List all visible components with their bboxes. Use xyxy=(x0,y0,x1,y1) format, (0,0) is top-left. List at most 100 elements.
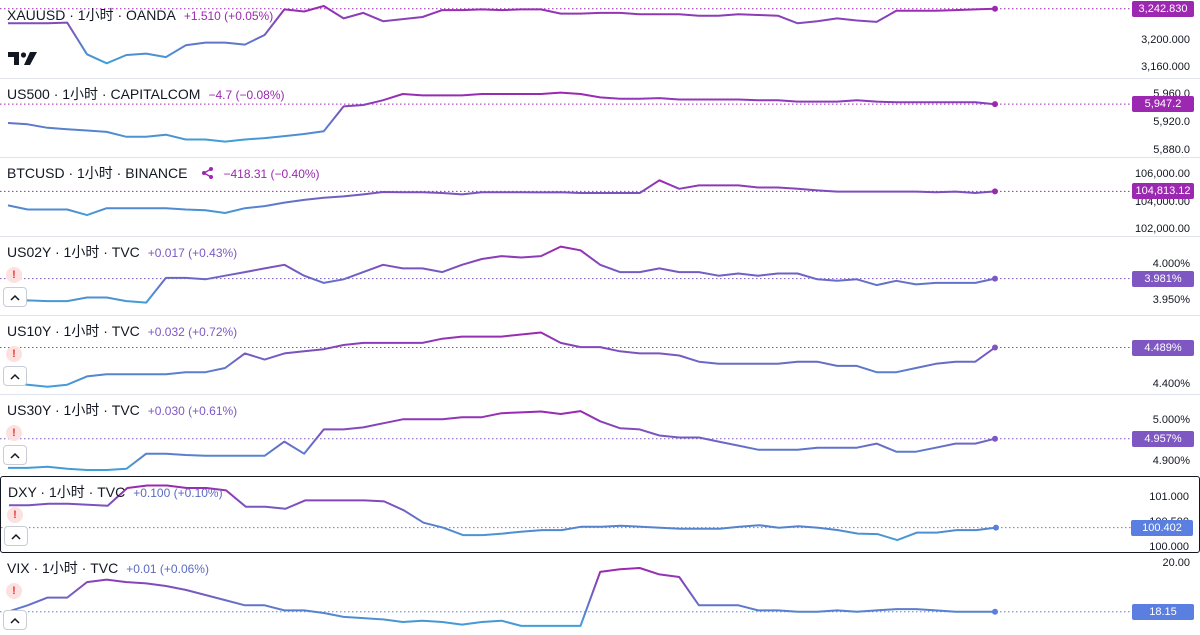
last-price-tag: 5,947.2 xyxy=(1132,96,1194,113)
symbol-title[interactable]: XAUUSD · 1小时 · OANDA xyxy=(7,7,176,23)
chevron-up-icon xyxy=(11,533,21,540)
symbol-title[interactable]: US500 · 1小时 · CAPITALCOM xyxy=(7,86,201,102)
chevron-up-icon xyxy=(10,294,20,301)
chart-canvas[interactable] xyxy=(1,477,1200,553)
chart-canvas[interactable] xyxy=(0,395,1200,476)
price-change: +0.01 (+0.06%) xyxy=(126,562,209,576)
y-tick-label: 5,920.0 xyxy=(1153,115,1190,128)
last-point xyxy=(992,101,998,108)
chart-pane-us02y[interactable]: 4.000% 3.950% 3.981% US02Y · 1小时 · TVC +0.01… xyxy=(0,237,1200,316)
alert-icon[interactable]: ! xyxy=(6,346,22,362)
chart-pane-us500[interactable]: 5,960.0 5,920.0 5,880.0 5,947.2 US500 · 1小时 … xyxy=(0,79,1200,158)
pane-divider[interactable] xyxy=(0,78,1200,79)
y-tick-label: 100.000 xyxy=(1149,540,1189,553)
collapse-pane-button[interactable] xyxy=(3,287,27,307)
last-price-tag: 3,242.830 xyxy=(1132,0,1194,17)
price-change: +0.017 (+0.43%) xyxy=(147,246,238,260)
y-tick-label: 3,160.000 xyxy=(1141,61,1190,74)
series-line xyxy=(7,567,995,627)
series-legend[interactable]: DXY · 1小时 · TVC +0.100 (+0.10%) xyxy=(8,482,223,502)
series-legend[interactable]: XAUUSD · 1小时 · OANDA +1.510 (+0.05%) xyxy=(7,5,273,25)
series-line xyxy=(7,179,996,217)
symbol-title[interactable]: US10Y · 1小时 · TVC xyxy=(7,323,140,339)
y-tick-label: 5,880.0 xyxy=(1153,143,1190,156)
last-price-tag: 4.957% xyxy=(1132,430,1194,447)
symbol-title[interactable]: US02Y · 1小时 · TVC xyxy=(7,244,140,260)
collapse-pane-button[interactable] xyxy=(4,526,28,546)
series-legend[interactable]: US500 · 1小时 · CAPITALCOM −4.7 (−0.08%) xyxy=(7,84,285,104)
chart-pane-us10y[interactable]: 4.400% 4.489% US10Y · 1小时 · TVC +0.032 (+0.… xyxy=(0,316,1200,395)
series-legend[interactable]: VIX · 1小时 · TVC +0.01 (+0.06%) xyxy=(7,558,209,578)
alert-icon[interactable]: ! xyxy=(6,425,22,441)
pane-divider[interactable] xyxy=(0,236,1200,237)
series-line xyxy=(9,484,997,542)
chevron-up-icon xyxy=(10,373,20,380)
chevron-up-icon xyxy=(10,617,20,624)
chart-canvas[interactable] xyxy=(0,158,1200,237)
tradingview-logo-icon[interactable] xyxy=(8,50,38,66)
chevron-up-icon xyxy=(10,452,20,459)
y-tick-label: 4.400% xyxy=(1152,377,1190,390)
series-legend[interactable]: BTCUSD · 1小时 · BINANCE −418.31 (−0.40%) xyxy=(7,163,320,183)
y-tick-label: 106,000.00 xyxy=(1134,168,1190,181)
chart-canvas[interactable] xyxy=(0,553,1200,635)
last-price-tag: 104,813.12 xyxy=(1132,183,1194,200)
alert-icon[interactable]: ! xyxy=(7,507,23,523)
symbol-title[interactable]: US30Y · 1小时 · TVC xyxy=(7,402,140,418)
y-tick-label: 3.950% xyxy=(1152,294,1190,307)
pane-divider[interactable] xyxy=(0,394,1200,395)
collapse-pane-button[interactable] xyxy=(3,610,27,630)
y-tick-label: 20.00 xyxy=(1162,557,1190,570)
price-change: −4.7 (−0.08%) xyxy=(208,88,285,102)
y-tick-label: 101.000 xyxy=(1149,490,1189,503)
chart-pane-vix[interactable]: 20.00 18.15 VIX · 1小时 · TVC +0.01 (+0.06%)! xyxy=(0,553,1200,635)
chart-pane-btcusd[interactable]: 106,000.00 104,000.00 102,000.00 104,813.12… xyxy=(0,158,1200,237)
chart-pane-us30y[interactable]: 5.000% 4.900% 4.957% US30Y · 1小时 · TVC +0.03… xyxy=(0,395,1200,476)
last-point xyxy=(992,344,998,351)
price-change: −418.31 (−0.40%) xyxy=(223,167,320,181)
series-line xyxy=(8,5,996,65)
series-line xyxy=(7,331,996,388)
y-tick-label: 5.000% xyxy=(1152,414,1190,427)
y-tick-label: 4.900% xyxy=(1152,454,1190,467)
price-change: +0.100 (+0.10%) xyxy=(133,486,223,500)
y-tick-label: 102,000.00 xyxy=(1134,223,1190,236)
collapse-pane-button[interactable] xyxy=(3,445,27,465)
last-price-tag: 4.489% xyxy=(1132,339,1194,356)
share-icon[interactable] xyxy=(201,166,215,180)
symbol-title[interactable]: DXY · 1小时 · TVC xyxy=(8,484,126,500)
series-legend[interactable]: US10Y · 1小时 · TVC +0.032 (+0.72%) xyxy=(7,321,237,341)
last-point xyxy=(992,5,998,12)
y-tick-label: 4.000% xyxy=(1152,257,1190,270)
chart-canvas[interactable] xyxy=(0,316,1200,395)
series-line xyxy=(8,410,996,471)
price-change: +0.032 (+0.72%) xyxy=(147,325,238,339)
last-price-tag: 100.402 xyxy=(1131,519,1193,536)
last-point xyxy=(992,188,998,195)
last-price-tag: 18.15 xyxy=(1132,603,1194,620)
symbol-title[interactable]: VIX · 1小时 · TVC xyxy=(7,560,119,576)
chart-canvas[interactable] xyxy=(0,0,1200,79)
alert-icon[interactable]: ! xyxy=(6,267,22,283)
y-tick-label: 3,200.000 xyxy=(1141,33,1190,46)
last-point xyxy=(992,435,998,442)
pane-divider[interactable] xyxy=(0,157,1200,158)
alert-icon[interactable]: ! xyxy=(6,583,22,599)
price-change: +0.030 (+0.61%) xyxy=(147,404,238,418)
last-point xyxy=(992,608,998,615)
symbol-title[interactable]: BTCUSD · 1小时 · BINANCE xyxy=(7,165,188,181)
chart-canvas[interactable] xyxy=(0,237,1200,316)
last-price-tag: 3.981% xyxy=(1132,270,1194,287)
last-point xyxy=(992,275,998,282)
series-legend[interactable]: US30Y · 1小时 · TVC +0.030 (+0.61%) xyxy=(7,400,237,420)
pane-divider[interactable] xyxy=(0,315,1200,316)
chart-canvas[interactable] xyxy=(0,79,1200,158)
series-line xyxy=(7,91,996,143)
chart-pane-xauusd[interactable]: 3,200.000 3,160.000 3,242.830 XAUUSD · 1小时 … xyxy=(0,0,1200,79)
series-line xyxy=(7,245,996,306)
last-point xyxy=(993,524,999,531)
series-legend[interactable]: US02Y · 1小时 · TVC +0.017 (+0.43%) xyxy=(7,242,237,262)
price-change: +1.510 (+0.05%) xyxy=(183,9,274,23)
collapse-pane-button[interactable] xyxy=(3,366,27,386)
